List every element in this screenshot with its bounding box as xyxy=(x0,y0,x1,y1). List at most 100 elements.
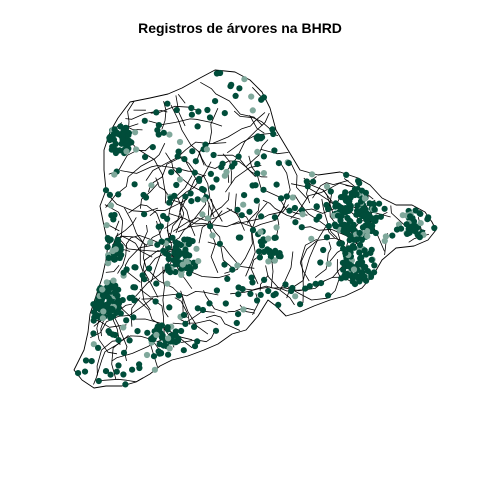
tree-record-point xyxy=(111,171,118,178)
basin-outline xyxy=(73,69,437,389)
tree-record-point xyxy=(114,239,121,246)
tree-record-point xyxy=(285,160,292,167)
tree-record-point xyxy=(291,204,298,212)
tree-record-point xyxy=(265,258,272,265)
tree-record-point xyxy=(323,201,330,209)
municipal-boundary-line xyxy=(239,279,326,292)
tree-record-point xyxy=(271,147,278,154)
tree-record-point xyxy=(334,212,342,219)
tree-record-point xyxy=(178,271,185,278)
tree-record-point xyxy=(325,292,332,299)
tree-record-point xyxy=(180,347,187,354)
tree-record-point xyxy=(88,358,95,365)
tree-record-point xyxy=(206,114,214,121)
tree-record-point xyxy=(302,285,309,292)
tree-record-point xyxy=(106,312,114,319)
municipal-boundary-line xyxy=(105,264,120,273)
tree-record-point xyxy=(187,190,194,197)
tree-record-point xyxy=(184,236,191,243)
tree-record-point xyxy=(158,238,165,245)
tree-record-point xyxy=(139,272,146,279)
tree-record-point xyxy=(431,224,438,232)
map-title: Registros de árvores na BHRD xyxy=(138,20,342,36)
tree-record-point xyxy=(164,215,171,222)
tree-record-point xyxy=(95,344,102,351)
tree-record-point xyxy=(222,300,229,307)
tree-record-point xyxy=(177,241,184,249)
tree-record-point xyxy=(106,298,113,305)
tree-record-point xyxy=(103,222,110,229)
tree-record-point xyxy=(129,366,136,373)
tree-record-point xyxy=(165,255,172,262)
municipal-boundary-line xyxy=(135,297,193,341)
tree-record-point xyxy=(254,170,261,177)
tree-record-point xyxy=(234,262,241,269)
tree-record-point xyxy=(194,305,201,312)
tree-record-point xyxy=(341,192,348,199)
municipal-boundary-line xyxy=(162,266,169,318)
tree-record-point xyxy=(195,258,202,265)
tree-record-point xyxy=(182,193,189,200)
tree-record-point xyxy=(257,228,264,235)
tree-record-point xyxy=(269,126,276,133)
tree-record-point xyxy=(260,170,267,177)
tree-record-point xyxy=(90,341,97,348)
tree-record-point xyxy=(231,160,238,167)
tree-record-point xyxy=(189,238,196,245)
tree-record-point xyxy=(144,329,151,336)
municipal-boundary-line xyxy=(161,101,167,130)
tree-record-point xyxy=(81,368,89,375)
tree-record-point xyxy=(213,70,220,77)
tree-record-point xyxy=(212,327,220,334)
tree-record-point xyxy=(246,208,253,215)
municipal-boundary-line xyxy=(180,290,209,335)
tree-record-point xyxy=(407,213,414,220)
tree-record-point xyxy=(273,181,280,188)
tree-record-point xyxy=(260,186,267,193)
tree-record-point xyxy=(267,253,274,260)
tree-record-point xyxy=(343,171,350,178)
tree-record-point xyxy=(199,306,206,314)
tree-record-point xyxy=(355,177,362,184)
municipal-boundary-line xyxy=(262,199,301,220)
tree-record-point xyxy=(339,259,346,266)
tree-record-point xyxy=(228,81,235,88)
tree-record-point xyxy=(272,290,279,297)
tree-record-point xyxy=(155,223,162,230)
tree-record-point xyxy=(233,319,240,327)
tree-record-point xyxy=(181,156,188,163)
municipal-boundary-line xyxy=(232,204,289,225)
tree-record-point xyxy=(368,246,375,253)
tree-record-point xyxy=(191,169,198,176)
tree-record-point xyxy=(154,127,161,134)
tree-record-point xyxy=(153,109,160,116)
tree-record-point xyxy=(142,153,149,161)
municipal-boundary-line xyxy=(209,192,230,221)
tree-record-point xyxy=(100,293,107,300)
tree-record-point xyxy=(258,242,266,249)
tree-record-point xyxy=(206,300,213,307)
municipal-boundary-line xyxy=(252,293,259,315)
tree-record-point xyxy=(150,336,157,343)
tree-record-point xyxy=(133,146,140,153)
tree-record-point xyxy=(115,337,122,344)
municipal-boundary-line xyxy=(299,238,317,282)
municipal-boundary-line xyxy=(181,329,216,343)
municipal-boundary-line xyxy=(96,342,121,377)
tree-record-point xyxy=(353,236,360,243)
tree-record-point xyxy=(247,290,254,297)
tree-record-point xyxy=(258,213,265,220)
tree-record-point xyxy=(192,158,199,165)
tree-record-points xyxy=(75,69,438,388)
municipal-boundary-line xyxy=(177,94,186,104)
tree-record-point xyxy=(213,176,220,183)
tree-record-point xyxy=(175,148,182,155)
tree-record-point xyxy=(99,315,106,322)
tree-record-point xyxy=(240,201,247,208)
tree-record-point xyxy=(95,377,102,385)
tree-record-point xyxy=(112,331,119,339)
tree-record-point xyxy=(403,221,410,228)
tree-record-point xyxy=(425,214,432,221)
tree-record-point xyxy=(351,244,358,251)
